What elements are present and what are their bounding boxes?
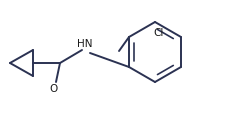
Text: HN: HN	[77, 39, 93, 49]
Text: Cl: Cl	[154, 28, 164, 38]
Text: O: O	[49, 84, 57, 94]
